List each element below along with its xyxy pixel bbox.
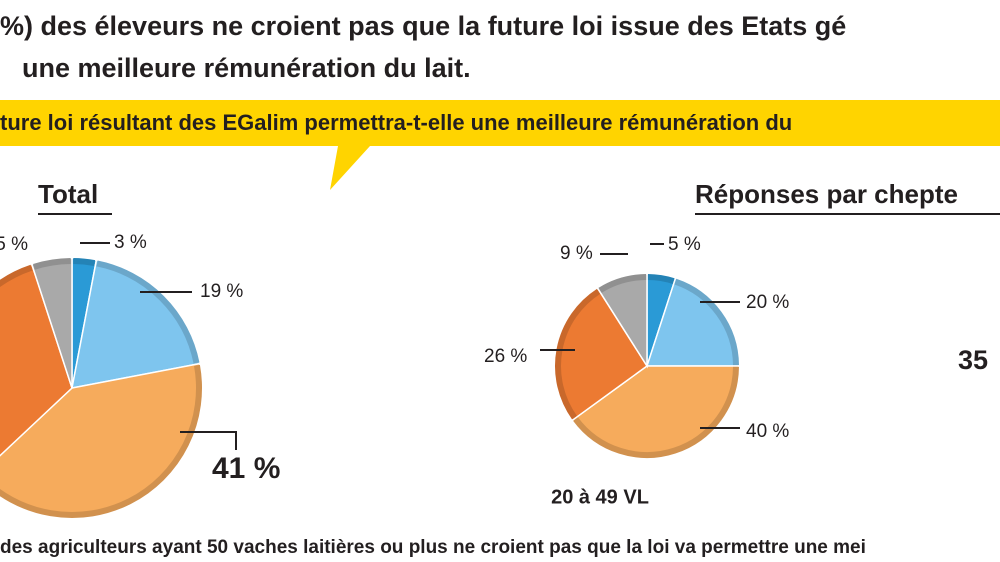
value-label: 20 % — [746, 292, 789, 313]
slice-rim — [96, 260, 200, 364]
headline-line: %) des éleveurs ne croient pas que la fu… — [0, 11, 846, 41]
value-label: 41 % — [212, 452, 280, 485]
slice-rim — [33, 258, 71, 270]
value-label: 40 % — [746, 421, 789, 442]
slice-rim — [0, 364, 202, 518]
question-banner — [0, 100, 1000, 190]
question: ture loi résultant des EGalim permettra-… — [0, 110, 792, 135]
slice-rim — [573, 366, 739, 458]
value-label: 5 % — [0, 234, 28, 255]
chart-subtitle: 20 à 49 VL — [551, 486, 649, 508]
slice-rim — [647, 274, 675, 284]
cropped-label: 35 — [958, 345, 988, 375]
footer: des agriculteurs ayant 50 vaches laitièr… — [0, 537, 866, 558]
value-label: 26 % — [484, 346, 527, 367]
headline-line: une meilleure rémunération du lait. — [22, 53, 471, 83]
chart-title: Total — [38, 179, 98, 209]
value-label: 3 % — [114, 232, 147, 253]
chart-title: Réponses par chepte — [695, 179, 958, 209]
value-label: 19 % — [200, 281, 243, 302]
value-label: 9 % — [560, 243, 593, 264]
value-label: 5 % — [668, 234, 701, 255]
leader-line — [180, 431, 237, 450]
slice-rim — [598, 274, 647, 293]
slice-rim — [73, 258, 96, 266]
slice-rim — [674, 278, 739, 366]
